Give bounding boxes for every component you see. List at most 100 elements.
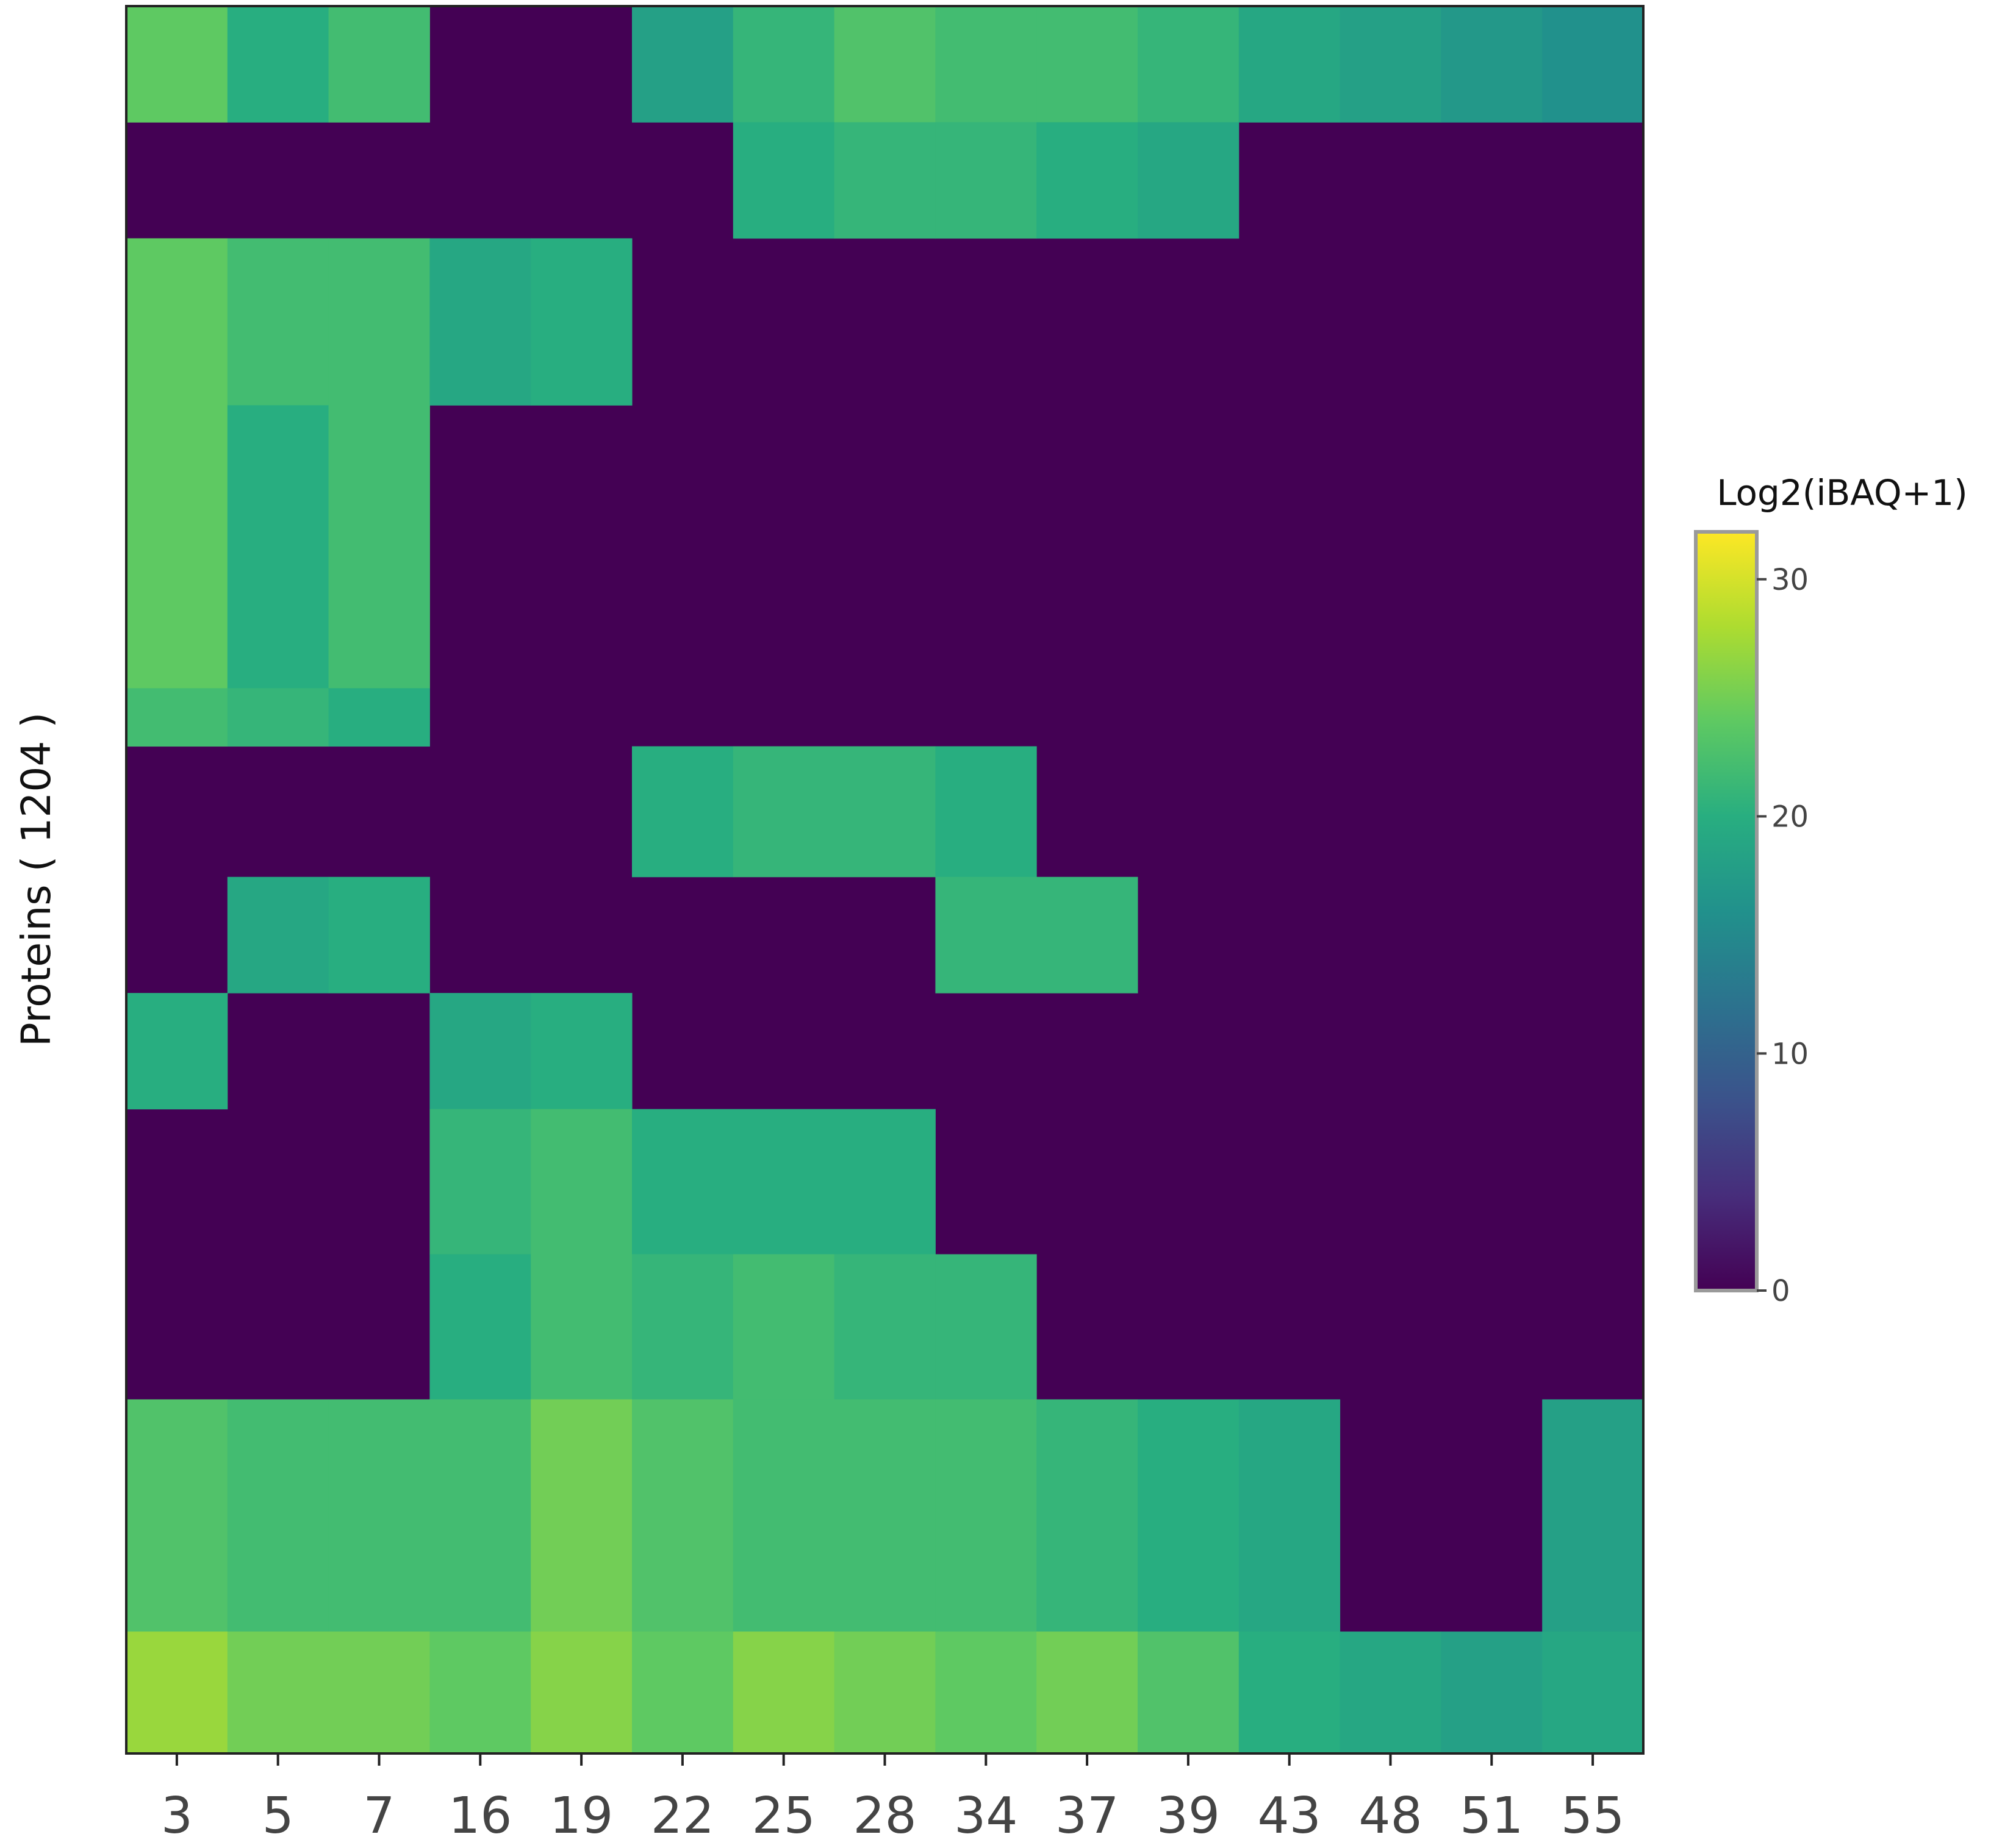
heatmap-cell-block-5-col-25 [733,746,835,878]
heatmap-cell-block-0-col-28 [834,6,936,123]
x-axis: 3 5 7 16 19 22 25 28 34 37 39 43 48 51 55 [161,1753,1624,1845]
heatmap-cell-block-0-col-51 [1441,6,1543,123]
heatmap-cell-block-11-col-48 [1340,1631,1441,1753]
heatmap-cell-block-0-col-7 [328,6,430,123]
heatmap-cell-block-10-col-39 [1138,1399,1239,1632]
heatmap-cell-block-11-col-7 [328,1631,430,1753]
heatmap-cell-block-2-col-5 [227,238,329,406]
x-tick-label: 7 [363,1787,395,1845]
heatmap-cell-block-8-col-28 [834,1109,936,1255]
x-tick-label: 55 [1561,1787,1624,1845]
heatmap-cell-block-6-col-34 [935,876,1037,994]
colorbar-tick-label: 0 [1771,1274,1790,1308]
colorbar [1694,530,1759,1292]
x-tick-label: 25 [752,1787,816,1845]
heatmap-cell-block-7-col-19 [531,993,633,1109]
heatmap-cell-block-1-col-37 [1036,122,1138,239]
heatmap-cell-block-10-col-3 [126,1399,228,1632]
heatmap-cell-block-4-col-3 [126,688,228,747]
y-axis-title: Proteins ( 1204 ) [13,712,60,1047]
colorbar-title: Log2(iBAQ+1) [1717,472,1967,514]
x-tick-label: 48 [1358,1787,1422,1845]
heatmap-cell-block-11-col-28 [834,1631,936,1753]
heatmap-cell-block-5-col-28 [834,746,936,878]
x-tick-label: 3 [161,1787,193,1845]
heatmap-cell-block-9-col-34 [935,1254,1037,1400]
heatmap-cell-block-2-col-7 [328,238,430,406]
heatmap-cell-block-2-col-16 [429,238,531,406]
heatmap-cell-block-10-col-22 [632,1399,734,1632]
heatmap-cell-block-11-col-22 [632,1631,734,1753]
heatmap-cell-block-0-col-43 [1238,6,1341,123]
heatmap-cell-block-9-col-25 [733,1254,835,1400]
heatmap-cell-block-2-col-3 [126,238,228,406]
x-tick-label: 19 [550,1787,613,1845]
heatmap-cell-block-11-col-3 [126,1631,228,1753]
heatmap-cell-block-8-col-22 [632,1109,734,1255]
colorbar-ticks: 0 10 20 30 [1757,563,1809,1308]
heatmap-cell-block-0-col-48 [1340,6,1441,123]
heatmap-cell-block-9-col-28 [834,1254,936,1400]
heatmap-cell-block-10-col-25 [733,1399,835,1632]
heatmap-cell-block-6-col-7 [328,876,430,994]
x-tick-label: 43 [1258,1787,1321,1845]
colorbar-tick-label: 10 [1771,1037,1809,1071]
heatmap-cell-block-10-col-34 [935,1399,1037,1632]
heatmap-cell-block-10-col-5 [227,1399,329,1632]
heatmap-cell-block-5-col-34 [935,746,1037,878]
heatmap-cell-block-3-col-7 [328,405,430,689]
heatmap-cell-block-11-col-39 [1138,1631,1239,1753]
heatmap-cell-block-0-col-55 [1542,6,1643,123]
heatmap-cell-block-7-col-3 [126,993,228,1109]
heatmap-cell-block-10-col-43 [1238,1399,1341,1632]
x-tick-label: 16 [448,1787,512,1845]
heatmap-cell-block-10-col-28 [834,1399,936,1632]
heatmap-cell-block-11-col-5 [227,1631,329,1753]
heatmap-cell-block-1-col-28 [834,122,936,239]
x-tick-label: 34 [954,1787,1017,1845]
heatmap-cell-block-11-col-51 [1441,1631,1543,1753]
heatmap-cell-block-11-col-16 [429,1631,531,1753]
heatmap-cell-block-1-col-34 [935,122,1037,239]
heatmap-cell-block-11-col-25 [733,1631,835,1753]
heatmap-cell-block-1-col-39 [1138,122,1239,239]
heatmap-cell-block-4-col-5 [227,688,329,747]
heatmap-cell-block-10-col-7 [328,1399,430,1632]
heatmap-cell-block-6-col-5 [227,876,329,994]
heatmap-cell-block-9-col-16 [429,1254,531,1400]
x-tick-label: 28 [853,1787,916,1845]
heatmap-cell-block-7-col-16 [429,993,531,1109]
x-tick-label: 37 [1055,1787,1119,1845]
heatmap-cell-block-5-col-22 [632,746,734,878]
heatmap-cell-block-11-col-34 [935,1631,1037,1753]
heatmap-cell-block-3-col-3 [126,405,228,689]
heatmap-cell-block-0-col-25 [733,6,835,123]
x-tick-label: 51 [1460,1787,1523,1845]
colorbar-tick-label: 30 [1771,563,1809,597]
heatmap-cell-block-0-col-37 [1036,6,1138,123]
heatmap-cell-block-10-col-55 [1542,1399,1643,1632]
heatmap-cell-block-10-col-16 [429,1399,531,1632]
heatmap-cell-block-11-col-43 [1238,1631,1341,1753]
x-tick-label: 22 [651,1787,714,1845]
heatmap-cell-block-11-col-55 [1542,1631,1643,1753]
heatmap-cell-block-11-col-19 [531,1631,633,1753]
heatmap-cell-block-0-col-39 [1138,6,1239,123]
heatmap-cell-block-8-col-16 [429,1109,531,1255]
heatmap-cell-block-11-col-37 [1036,1631,1138,1753]
heatmap-cell-block-10-col-19 [531,1399,633,1632]
heatmap-cell-block-0-col-3 [126,6,228,123]
heatmap-cell-block-1-col-25 [733,122,835,239]
x-tick-label: 5 [262,1787,294,1845]
heatmap-cell-block-8-col-19 [531,1109,633,1255]
heatmap-cell-block-10-col-37 [1036,1399,1138,1632]
x-tick-label: 39 [1157,1787,1220,1845]
heatmap-cell-block-6-col-37 [1036,876,1138,994]
heatmap-cell-block-2-col-19 [531,238,633,406]
heatmap-cell-block-9-col-19 [531,1254,633,1400]
heatmap-cell-block-0-col-34 [935,6,1037,123]
heatmap-cells [126,6,1643,1753]
heatmap-cell-block-3-col-5 [227,405,329,689]
heatmap-cell-block-0-col-22 [632,6,734,123]
